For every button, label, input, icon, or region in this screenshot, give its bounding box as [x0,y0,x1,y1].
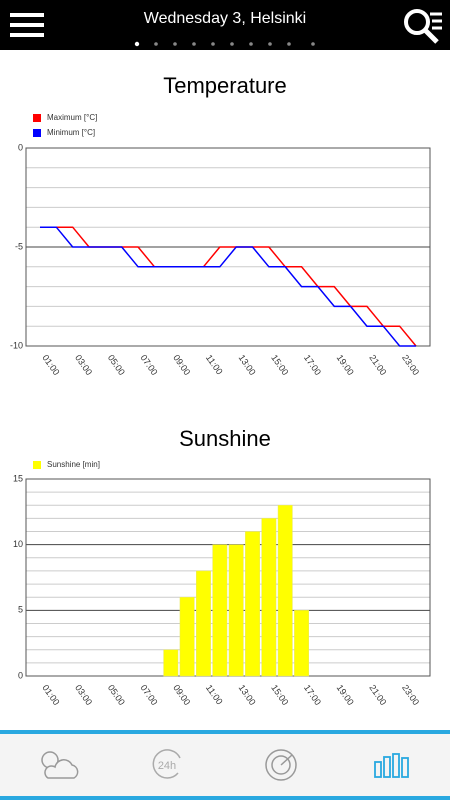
tab-24h[interactable]: 24h [152,749,181,779]
cloud-icon [44,759,79,779]
bar [294,610,309,677]
menu-line [10,13,44,17]
icon-glyph: 24h [158,760,176,772]
dot[interactable] [311,42,315,46]
y-tick-label: -10 [10,340,23,350]
legend-swatch [33,461,41,469]
bar [163,649,179,677]
x-tick-label: 03:00 [73,353,94,377]
dot[interactable] [287,42,291,46]
legend-swatch [33,114,41,122]
bar [277,505,293,677]
menu-line [10,33,44,37]
x-tick-label: 03:00 [73,683,94,707]
x-tick-label: 15:00 [269,683,290,707]
radar-icon [265,749,297,781]
dot[interactable] [154,42,158,46]
dot[interactable] [134,41,140,47]
x-tick-label: 23:00 [400,353,421,377]
y-tick-label: 5 [18,605,23,615]
tab-forecast[interactable] [41,751,79,779]
radar-icon [280,754,293,766]
arrow-icon [152,749,181,779]
x-tick-label: 21:00 [367,353,388,377]
legend-label: Minimum [°C] [47,128,95,137]
tab-charts[interactable] [374,753,409,778]
x-tick-label: 13:00 [237,353,258,377]
dot[interactable] [192,42,196,46]
x-tick-label: 05:00 [106,683,127,707]
y-tick-label: -5 [15,241,23,251]
chart-icon [374,761,382,778]
bar [261,518,277,677]
bar [245,531,260,677]
dot[interactable] [211,42,215,46]
search-icon [423,28,439,44]
x-tick-label: 21:00 [367,683,388,707]
plot-frame [25,147,431,347]
x-tick-label: 09:00 [171,353,192,377]
x-tick-label: 01:00 [40,683,61,707]
x-tick-label: 11:00 [204,353,225,377]
y-tick-label: 15 [13,473,23,483]
x-tick-label: 07:00 [139,353,160,377]
x-tick-label: 19:00 [335,353,356,377]
x-tick-label: 05:00 [106,353,127,377]
x-tick-label: 01:00 [40,353,61,377]
header-title: Wednesday 3, Helsinki [144,10,306,27]
chart-icon [401,757,409,778]
bar [228,544,244,677]
bottom-bar-line [0,796,450,800]
search-button[interactable] [404,9,442,44]
dot[interactable] [249,42,253,46]
x-tick-label: 15:00 [269,353,290,377]
x-tick-label: 17:00 [302,353,323,377]
chart-title: Temperature [163,73,287,98]
chart-icon [392,753,400,778]
dot[interactable] [230,42,234,46]
y-tick-label: 10 [13,539,23,549]
bar [196,570,211,677]
bottom-bar-line [0,730,450,734]
top-bar [0,0,450,50]
chart-icon [383,756,391,778]
legend-label: Maximum [°C] [47,113,97,122]
bar [179,596,195,677]
line-series [40,226,416,347]
bar [212,544,228,677]
x-tick-label: 19:00 [335,683,356,707]
dot[interactable] [268,42,272,46]
chart-title: Sunshine [179,426,271,451]
x-tick-label: 17:00 [302,683,323,707]
tab-radar[interactable] [265,749,297,781]
dot[interactable] [173,42,177,46]
legend-swatch [33,129,41,137]
legend-label: Sunshine [min] [47,460,100,469]
y-tick-label: 0 [18,142,23,152]
radar-icon [271,755,291,775]
x-tick-label: 11:00 [204,683,225,707]
search-icon [404,9,430,35]
y-tick-label: 0 [18,670,23,680]
x-tick-label: 13:00 [237,683,258,707]
plot-frame [25,478,431,677]
menu-button[interactable] [10,13,44,37]
x-tick-label: 23:00 [400,683,421,707]
x-tick-label: 09:00 [171,683,192,707]
menu-line [10,23,44,27]
page-dots [134,41,315,47]
x-tick-label: 07:00 [139,683,160,707]
